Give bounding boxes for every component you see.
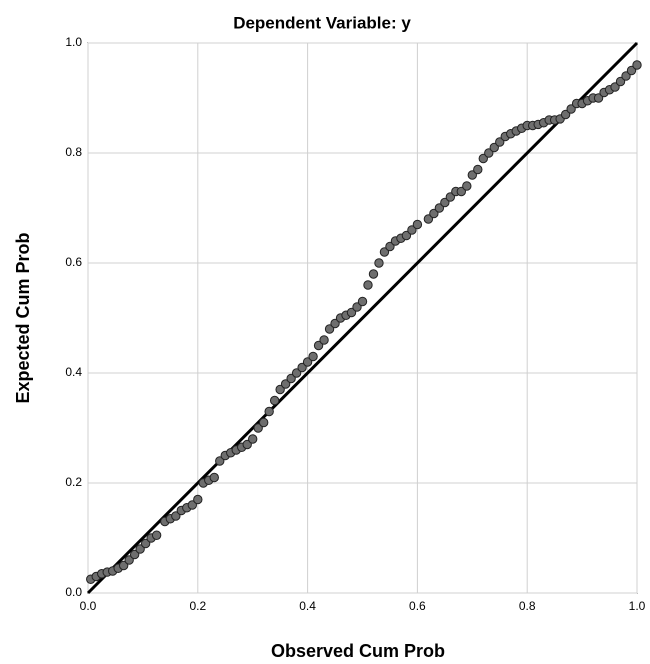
x-tick-label: 0.2 [189, 599, 206, 613]
point [194, 495, 202, 503]
y-tick-label: 0.8 [65, 145, 82, 159]
point [463, 182, 471, 190]
x-tick-label: 0.0 [80, 599, 97, 613]
chart-title: Dependent Variable: y [233, 13, 411, 32]
x-tick-label: 0.8 [519, 599, 536, 613]
point [249, 435, 257, 443]
point [358, 297, 366, 305]
point [633, 61, 641, 69]
x-axis-title: Observed Cum Prob [271, 641, 445, 661]
point [320, 336, 328, 344]
point [210, 473, 218, 481]
point [369, 270, 377, 278]
y-tick-label: 0.6 [65, 255, 82, 269]
y-tick-label: 0.2 [65, 475, 82, 489]
y-tick-label: 0.0 [65, 585, 82, 599]
point [375, 259, 383, 267]
x-tick-label: 1.0 [629, 599, 646, 613]
chart: Dependent Variable: y Observed Cum Prob … [0, 0, 650, 664]
point [270, 396, 278, 404]
y-axis-title: Expected Cum Prob [13, 232, 33, 403]
point [265, 407, 273, 415]
x-tick-label: 0.6 [409, 599, 426, 613]
point [309, 352, 317, 360]
point [152, 531, 160, 539]
y-tick-label: 0.4 [65, 365, 82, 379]
y-tick-label: 1.0 [65, 35, 82, 49]
point [259, 418, 267, 426]
point [413, 220, 421, 228]
x-tick-label: 0.4 [299, 599, 316, 613]
point [364, 281, 372, 289]
point [474, 165, 482, 173]
